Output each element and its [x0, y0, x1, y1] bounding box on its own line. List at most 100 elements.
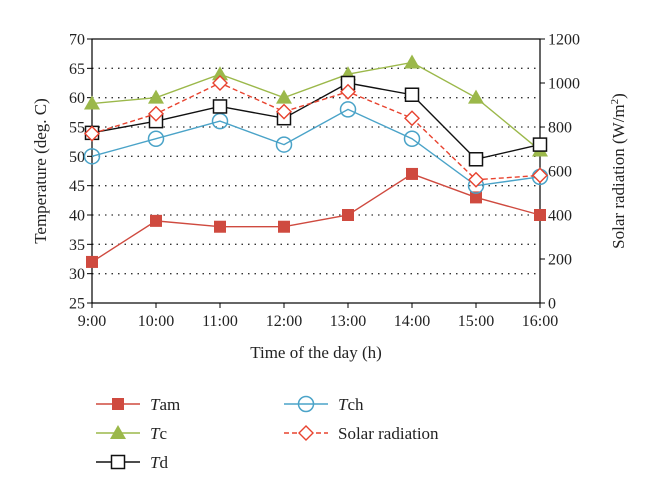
data-point-td	[468, 152, 484, 167]
series-layer	[83, 54, 549, 268]
data-point-tc	[468, 89, 484, 104]
left-tick-label: 70	[69, 32, 85, 49]
data-point-tam	[342, 209, 354, 221]
series-line-tam	[91, 173, 541, 263]
data-point-solar	[84, 125, 100, 142]
y-axis-title-left: Temperature (deg. C)	[31, 98, 50, 244]
legend-label-td: Td	[150, 453, 168, 472]
x-tick-label: 16:00	[522, 313, 558, 330]
data-point-solar	[212, 75, 228, 91]
y-axis-title-right-base: Solar radiation (W/m	[609, 104, 628, 248]
data-point-tch	[147, 130, 165, 147]
series-tc	[84, 54, 548, 157]
legend-marker-tam	[112, 398, 124, 410]
legend-marker-solar	[298, 425, 314, 441]
x-tick-label: 10:00	[138, 313, 174, 330]
x-tick-label: 12:00	[266, 313, 302, 330]
data-point-td	[532, 137, 548, 152]
legend-item-tch: Tch	[284, 395, 364, 414]
x-tick-label: 14:00	[394, 313, 430, 330]
legend-label-italic: T	[150, 424, 161, 443]
legend-label-italic: T	[338, 395, 349, 414]
left-tick-label: 55	[69, 120, 85, 137]
legend-label-text: ch	[347, 395, 364, 414]
legend-label-text: am	[159, 395, 180, 414]
x-axis-ticks: 9:00 10:00 11:00 12:00 13:00 14:00 15:00 16:00	[78, 303, 558, 330]
data-point-tch	[83, 148, 101, 165]
legend-label-tch: Tch	[338, 395, 364, 414]
legend-marker-tch	[297, 395, 315, 413]
series-line-tc	[91, 61, 541, 152]
legend-marker-td	[110, 454, 126, 470]
x-tick-label: 13:00	[330, 313, 366, 330]
left-tick-label: 60	[69, 90, 85, 107]
left-tick-label: 40	[69, 208, 85, 225]
left-tick-label: 45	[69, 178, 85, 195]
legend-item-tc: Tc	[96, 424, 167, 443]
legend-item-solar: Solar radiation	[284, 424, 439, 443]
data-point-tam	[470, 191, 482, 204]
data-point-tc	[212, 66, 228, 81]
right-tick-label: 200	[548, 252, 572, 269]
x-tick-label: 9:00	[78, 313, 106, 330]
right-tick-label: 1000	[548, 76, 580, 93]
data-point-solar	[340, 83, 356, 100]
data-point-solar	[532, 167, 548, 184]
data-point-tam	[214, 220, 226, 233]
data-point-tam	[150, 214, 162, 227]
legend-item-td: Td	[96, 453, 168, 472]
data-point-tc	[276, 89, 292, 104]
data-point-tch	[403, 130, 421, 147]
series-line-solar	[91, 82, 541, 181]
y-axis-title-right-tail: )	[609, 93, 628, 99]
x-axis-title: Time of the day (h)	[250, 343, 382, 362]
series-td	[84, 75, 548, 167]
legend-label-italic: T	[150, 395, 161, 414]
right-tick-label: 1200	[548, 32, 580, 49]
data-point-tc	[84, 95, 100, 110]
series-tch	[83, 101, 549, 194]
y-axis-title-right: Solar radiation (W/m2)	[609, 93, 628, 249]
data-point-tam	[406, 167, 418, 180]
left-tick-label: 65	[69, 61, 85, 78]
data-point-td	[212, 99, 228, 114]
legend-label-tam: Tam	[150, 395, 180, 414]
legend-item-tam: Tam	[96, 395, 180, 414]
data-point-tc	[148, 89, 164, 104]
x-tick-label: 15:00	[458, 313, 494, 330]
legend-label-italic: T	[150, 453, 161, 472]
legend-label-text: c	[159, 424, 167, 443]
data-point-solar	[404, 110, 420, 127]
y-axis-title-right-sup: 2	[609, 99, 621, 105]
legend-marker-tc	[110, 425, 126, 439]
left-tick-label: 30	[69, 266, 85, 283]
left-axis-ticks: 25 30 35 40 45 50 55 60 65 70	[69, 32, 92, 313]
data-point-td	[404, 87, 420, 102]
data-point-solar	[468, 171, 484, 188]
right-tick-label: 800	[548, 120, 572, 137]
right-tick-label: 0	[548, 296, 556, 313]
data-point-tch	[275, 136, 293, 153]
right-tick-label: 600	[548, 164, 572, 181]
legend-label-text: Solar radiation	[338, 424, 439, 443]
series-line-td	[91, 82, 541, 161]
legend-label-text: d	[159, 453, 168, 472]
data-point-solar	[276, 103, 292, 120]
data-point-tam	[278, 220, 290, 233]
data-point-solar	[148, 105, 164, 122]
data-point-tc	[404, 54, 420, 69]
series-tam	[86, 167, 546, 268]
data-point-tam	[534, 209, 546, 221]
data-point-tam	[86, 255, 98, 268]
right-tick-label: 400	[548, 208, 572, 225]
x-tick-label: 11:00	[202, 313, 238, 330]
series-line-tch	[91, 108, 541, 187]
left-tick-label: 35	[69, 237, 85, 254]
plot-area-frame	[91, 38, 541, 304]
series-solar	[84, 75, 548, 188]
legend-label-tc: Tc	[150, 424, 167, 443]
legend-label-solar: Solar radiation	[338, 424, 439, 443]
left-tick-label: 50	[69, 149, 85, 166]
